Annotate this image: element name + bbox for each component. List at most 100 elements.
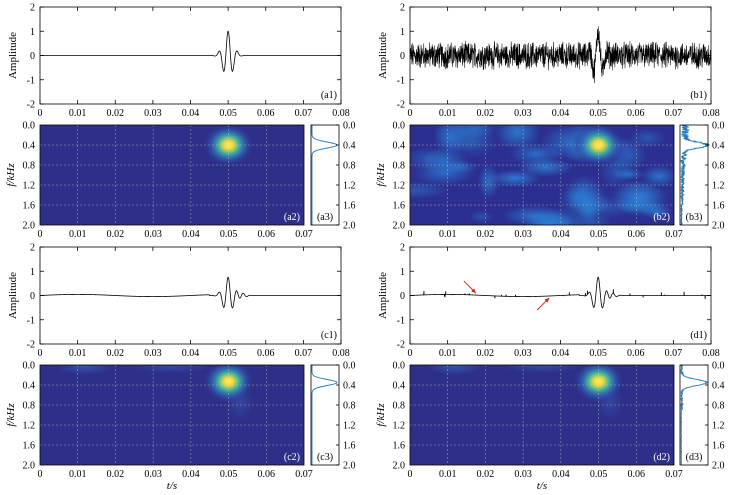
d2-heatmap-image xyxy=(410,365,674,465)
b3-ytick-label: 2.0 xyxy=(712,221,725,232)
d2-xtick-label: 0.03 xyxy=(514,469,532,480)
d1-xtick-label: 0.06 xyxy=(627,348,645,359)
a1-ytick-label: 0 xyxy=(30,51,35,62)
b2-heatmap-image xyxy=(410,125,674,225)
d2-ytick-label: 2.0 xyxy=(393,461,406,472)
b2-xtick-label: 0.05 xyxy=(590,229,608,240)
b2-xtick-label: 0.07 xyxy=(665,229,683,240)
c2-ytick-label: 1.2 xyxy=(23,421,36,432)
c2-ytick-label: 1.6 xyxy=(23,441,36,452)
d2-xtick-label: 0.06 xyxy=(628,469,646,480)
b3-frame xyxy=(679,124,709,226)
panel-label-a3: (a3) xyxy=(317,212,333,223)
a2-ytick-label: 1.2 xyxy=(23,181,36,192)
a2-ytick-label: 2.0 xyxy=(23,221,36,232)
a1-xtick-label: 0.05 xyxy=(219,108,237,119)
b2-xtick-label: 0.06 xyxy=(628,229,646,240)
b1-xtick-label: 0.07 xyxy=(665,108,683,119)
c1-ytick-label: 1 xyxy=(30,267,35,278)
a2-xtick-label: 0 xyxy=(38,229,43,240)
c1-ytick-label: 0 xyxy=(30,291,35,302)
panel-label-b3: (b3) xyxy=(686,212,703,223)
b3-spectrum-line xyxy=(679,124,711,226)
c1-xtick-label: 0.03 xyxy=(144,348,162,359)
b1-xtick-label: 0 xyxy=(408,108,413,119)
b1-xtick-label: 0.02 xyxy=(477,108,495,119)
b1-xtick-label: 0.04 xyxy=(552,108,570,119)
b1-ytick-label: 0 xyxy=(400,51,405,62)
d2-peak xyxy=(572,365,625,404)
a1-ytick-label: -1 xyxy=(27,75,35,86)
a2-ylabel: f/kHz xyxy=(5,163,17,187)
red-arrowhead-2 xyxy=(544,297,550,303)
c3-ytick-label: 1.6 xyxy=(343,441,356,452)
a2-ytick-label: 0.8 xyxy=(23,161,36,172)
panel-label-c1: (c1) xyxy=(321,330,337,341)
b3-ytick-label: 1.2 xyxy=(712,181,725,192)
d2-xlabel: t/s xyxy=(537,480,547,492)
a3-ytick-label: 2.0 xyxy=(343,221,356,232)
d2-ylabel: f/kHz xyxy=(375,403,387,427)
a2-xtick-label: 0.01 xyxy=(69,229,87,240)
a1-signal-line xyxy=(40,30,341,72)
a2-xtick-label: 0.06 xyxy=(258,229,276,240)
a1-ytick-label: -2 xyxy=(27,100,35,111)
panel-b2: 0.0 0.4 0.8 1.2 1.6 2.00 0.01 0.02 0.03 0.04 0.05 0… xyxy=(375,121,683,241)
panel-label-c3: (c3) xyxy=(317,452,333,463)
a1-xtick-label: 0.01 xyxy=(69,108,87,119)
panel-a3: 0.0 0.4 0.8 1.2 1.6 2.0 (a3) xyxy=(310,121,356,232)
c1-ytick-label: 2 xyxy=(30,243,35,254)
c1-xtick-label: 0.05 xyxy=(219,348,237,359)
d1-ytick-label: -1 xyxy=(397,315,405,326)
c2-xtick-label: 0.05 xyxy=(220,469,238,480)
d1-ytick-label: 2 xyxy=(400,243,405,254)
panel-b1: 210-1-20 0.01 0.02 0.03 0.04 0.05 0.06 0.07 0.08… xyxy=(377,3,720,120)
c2-ytick-label: 0.8 xyxy=(23,401,36,412)
d1-xtick-label: 0.07 xyxy=(665,348,683,359)
d1-xtick-label: 0.04 xyxy=(552,348,570,359)
c2-heatmap-image xyxy=(40,365,304,465)
d1-xtick-label: 0.03 xyxy=(514,348,532,359)
b2-xtick-label: 0.03 xyxy=(514,229,532,240)
b2-ytick-label: 2.0 xyxy=(393,221,406,232)
b1-xtick-label: 0.01 xyxy=(439,108,457,119)
a3-ytick-label: 0.8 xyxy=(343,161,356,172)
panel-a1: 210-1-20 0.01 0.02 0.03 0.04 0.05 0.06 0.07 0.08… xyxy=(7,3,350,120)
d3-ytick-label: 2.0 xyxy=(712,461,725,472)
b3-ytick-label: 0.0 xyxy=(712,121,725,132)
d1-ytick-label: -2 xyxy=(397,340,405,351)
c1-ytick-label: -1 xyxy=(27,315,35,326)
c1-xtick-label: 0.06 xyxy=(257,348,275,359)
c1-frame xyxy=(39,246,342,345)
c1-xtick-label: 0.07 xyxy=(295,348,313,359)
a2-frame xyxy=(39,124,305,226)
c3-ytick-label: 0.0 xyxy=(343,361,356,372)
b1-frame xyxy=(409,6,712,105)
d2-xtick-label: 0.07 xyxy=(665,469,683,480)
b3-ytick-label: 0.8 xyxy=(712,161,725,172)
panel-label-a2: (a2) xyxy=(284,212,300,223)
c2-xtick-label: 0.03 xyxy=(144,469,162,480)
a1-xtick-label: 0.03 xyxy=(144,108,162,119)
c2-ytick-label: 0.0 xyxy=(23,361,36,372)
panel-c3: 0.0 0.4 0.8 1.2 1.6 2.0 (c3) xyxy=(310,361,356,472)
b3-ytick-label: 0.4 xyxy=(712,141,725,152)
b2-ytick-label: 1.2 xyxy=(393,181,406,192)
c3-frame xyxy=(310,364,340,466)
a2-xtick-label: 0.07 xyxy=(295,229,313,240)
b1-xtick-label: 0.06 xyxy=(627,108,645,119)
panel-d3: 0.0 0.4 0.8 1.2 1.6 2.0 (d3) xyxy=(679,361,725,472)
d1-signal-line xyxy=(409,276,711,309)
b3-ytick-label: 1.6 xyxy=(712,201,725,212)
c1-xtick-label: 0.08 xyxy=(332,348,350,359)
a3-frame xyxy=(310,124,340,226)
d1-xtick-label: 0.05 xyxy=(589,348,607,359)
d1-frame xyxy=(409,246,712,345)
c2-xtick-label: 0.07 xyxy=(295,469,313,480)
d2-xtick-label: 0.01 xyxy=(439,469,457,480)
c3-ytick-label: 1.2 xyxy=(343,421,356,432)
c3-ytick-label: 0.4 xyxy=(343,381,356,392)
d2-xtick-label: 0.02 xyxy=(477,469,495,480)
b2-xtick-label: 0.04 xyxy=(552,229,570,240)
